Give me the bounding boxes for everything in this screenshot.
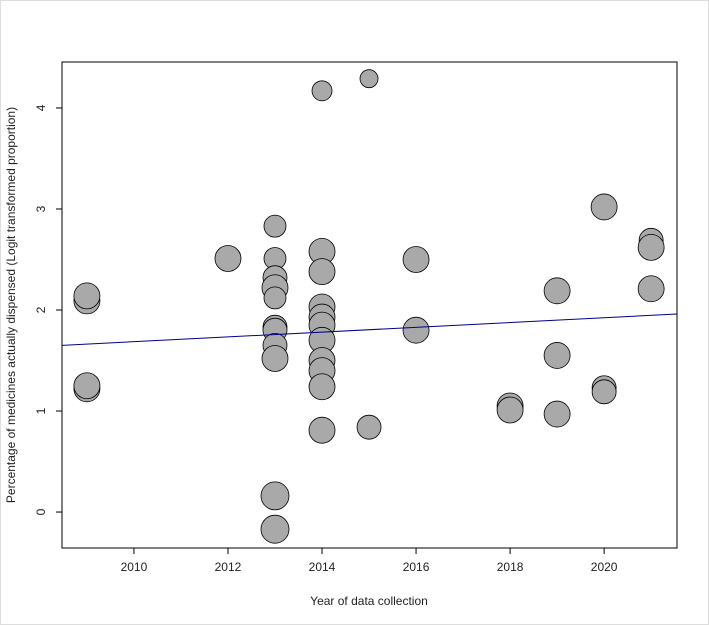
plot-area (61, 61, 678, 549)
x-tick-label: 2016 (403, 560, 430, 574)
bubble (590, 193, 618, 221)
bubble (261, 345, 289, 372)
y-tick-label: 3 (34, 205, 48, 212)
y-tick-label: 4 (34, 104, 48, 111)
bubble (402, 316, 430, 344)
y-tick-label: 0 (34, 508, 48, 515)
x-tick-label: 2020 (591, 560, 618, 574)
bubble (637, 233, 665, 261)
bubble (308, 258, 336, 286)
y-tick-label: 2 (34, 306, 48, 313)
bubble (591, 379, 617, 405)
bubble (637, 275, 665, 303)
y-tick-label: 1 (34, 407, 48, 414)
bubble (263, 286, 287, 310)
trend-line (61, 313, 678, 346)
bubble (260, 514, 290, 544)
bubble (311, 80, 333, 102)
x-tick-label: 2014 (309, 560, 336, 574)
x-tick-label: 2018 (497, 560, 524, 574)
bubble (308, 373, 336, 401)
bubble (543, 277, 571, 305)
bubble (260, 481, 290, 511)
bubble (359, 69, 379, 89)
x-tick-label: 2010 (121, 560, 148, 574)
bubble (308, 416, 336, 444)
bubble (496, 396, 524, 424)
bubble (73, 372, 101, 400)
bubble (263, 214, 287, 238)
x-axis-label: Year of data collection (310, 594, 428, 608)
x-tick-label: 2012 (215, 560, 242, 574)
bubble (356, 414, 382, 440)
y-axis-label: Percentage of medicines actually dispens… (4, 107, 18, 503)
bubble (402, 246, 430, 273)
bubble (543, 400, 571, 428)
bubble (73, 282, 101, 310)
bubble (214, 245, 242, 272)
bubble (543, 342, 571, 369)
